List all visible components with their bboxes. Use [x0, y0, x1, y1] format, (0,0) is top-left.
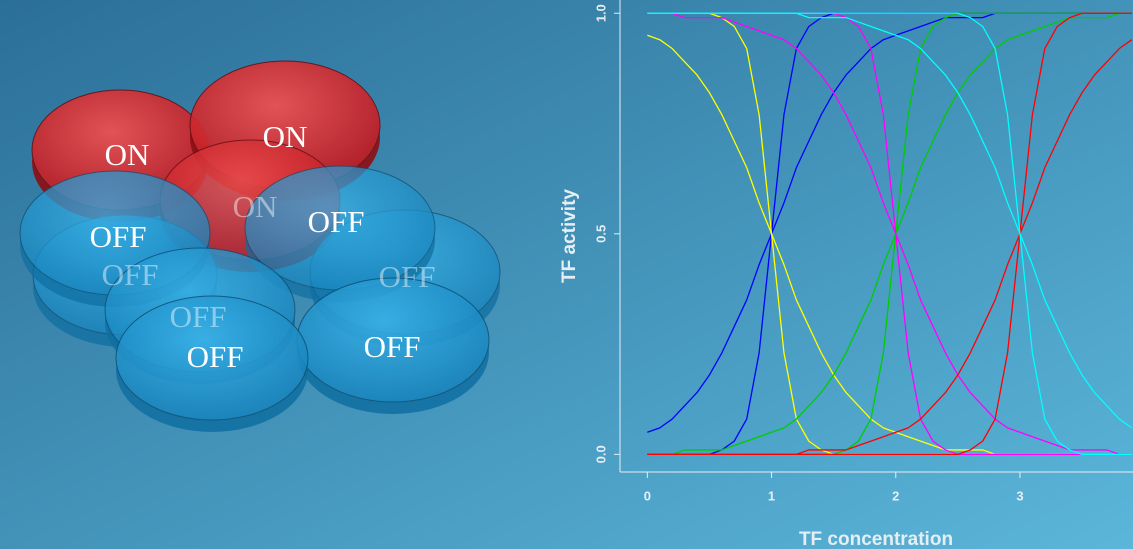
node-label: OFF — [187, 339, 244, 374]
node-label: ON — [105, 137, 150, 172]
node-label: ON — [263, 119, 308, 154]
node-label: ON — [233, 189, 278, 224]
node-label: OFF — [364, 329, 421, 364]
x-axis-title: TF concentration — [799, 529, 953, 549]
x-tick-label: 1 — [768, 488, 775, 503]
y-tick-label: 0.5 — [593, 225, 608, 243]
node-label: OFF — [90, 219, 147, 254]
slide: ON ON ON OFF OFF OFF OFF OFF OFF OFF TF … — [0, 0, 1133, 549]
node-label: OFF — [308, 204, 365, 239]
x-tick-label: 3 — [1016, 488, 1023, 503]
y-tick-label: 0.0 — [593, 445, 608, 463]
x-tick-label: 0 — [644, 488, 651, 503]
y-tick-label: 1.0 — [593, 4, 608, 22]
y-axis-title: TF activity — [559, 189, 580, 283]
node-label: OFF — [102, 257, 159, 292]
node-label: OFF — [170, 299, 227, 334]
page: {"diagram": {"nodes": [ {"label": "ON"},… — [0, 0, 1133, 549]
x-tick-label: 2 — [892, 488, 899, 503]
node-label: OFF — [379, 259, 436, 294]
